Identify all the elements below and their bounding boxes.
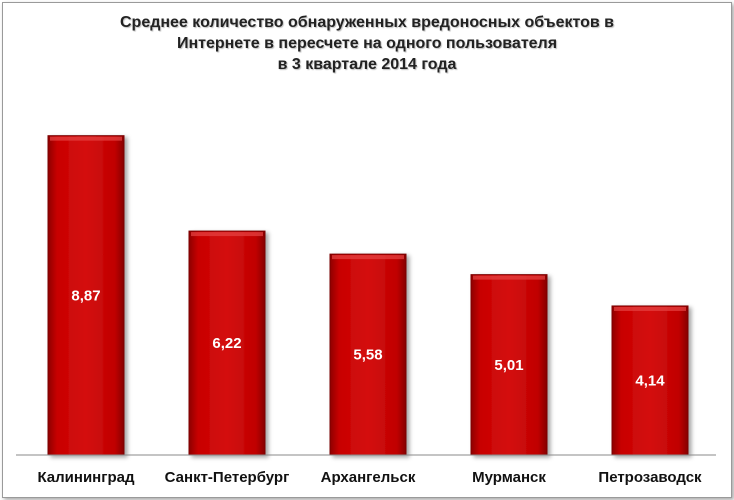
category-label-3: Архангельск	[321, 469, 416, 486]
bar-bevel-3	[332, 255, 404, 260]
bar-bevel-5	[614, 306, 686, 311]
bar-bevel-4	[473, 275, 545, 280]
bar-4	[470, 274, 548, 456]
bar-bevel-2	[191, 232, 263, 237]
bars-layer	[47, 135, 689, 456]
chart-title-line-1: Среднее количество обнаруженных вредонос…	[119, 14, 615, 31]
chart-title: Среднее количество обнаруженных вредонос…	[60, 12, 674, 75]
bar-value-label-1: 8,87	[71, 287, 100, 304]
bar-bevel-1	[50, 136, 122, 141]
bar-value-label-2: 6,22	[212, 335, 241, 352]
bar-value-label-5: 4,14	[635, 372, 665, 389]
chart-title-line-3: в 3 квартале 2014 года	[277, 56, 457, 73]
bar-value-label-4: 5,01	[494, 357, 523, 374]
chart-title-line-2: Интернете в пересчете на одного пользова…	[176, 35, 558, 52]
labels-layer: 8,87 Калининград 6,22 Санкт-Петербург 5,58 Ар…	[37, 287, 702, 486]
bar-2	[188, 230, 266, 456]
category-label-5: Петрозаводск	[598, 469, 702, 486]
bar-3	[329, 253, 407, 456]
category-label-4: Мурманск	[472, 469, 546, 486]
bar-value-label-3: 5,58	[353, 347, 382, 364]
category-label-2: Санкт-Петербург	[165, 469, 290, 486]
category-label-1: Калининград	[37, 469, 135, 486]
bar-5	[611, 305, 689, 456]
